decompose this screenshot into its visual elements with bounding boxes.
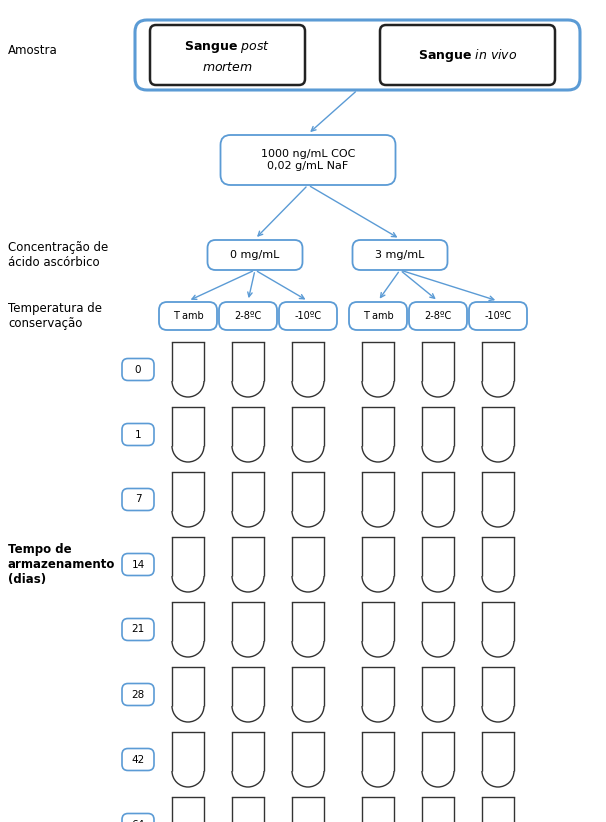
Text: $\mathbf{Sangue}$ $\mathbf{\mathit{in\ vivo}}$: $\mathbf{Sangue}$ $\mathbf{\mathit{in\ v… (418, 47, 517, 63)
Text: 42: 42 (132, 755, 145, 764)
FancyBboxPatch shape (122, 488, 154, 510)
FancyBboxPatch shape (469, 302, 527, 330)
Text: T amb: T amb (173, 311, 204, 321)
Text: 2-8ºC: 2-8ºC (424, 311, 451, 321)
FancyBboxPatch shape (380, 25, 555, 85)
Text: Temperatura de
conservação: Temperatura de conservação (8, 302, 102, 330)
FancyBboxPatch shape (221, 135, 396, 185)
Text: 3 mg/mL: 3 mg/mL (375, 250, 425, 260)
Text: Amostra: Amostra (8, 44, 58, 57)
FancyBboxPatch shape (122, 684, 154, 705)
FancyBboxPatch shape (207, 240, 302, 270)
FancyBboxPatch shape (122, 553, 154, 575)
Text: -10ºC: -10ºC (484, 311, 511, 321)
Text: -10ºC: -10ºC (295, 311, 322, 321)
Text: 0: 0 (135, 364, 141, 375)
FancyBboxPatch shape (122, 749, 154, 770)
FancyBboxPatch shape (409, 302, 467, 330)
FancyBboxPatch shape (349, 302, 407, 330)
Text: $\mathbf{Sangue}$ $\mathbf{\mathit{post}}$: $\mathbf{Sangue}$ $\mathbf{\mathit{post}… (184, 39, 270, 55)
Text: 64: 64 (132, 820, 145, 822)
Text: $\mathbf{\mathit{mortem}}$: $\mathbf{\mathit{mortem}}$ (202, 61, 253, 73)
FancyBboxPatch shape (122, 358, 154, 381)
Text: 7: 7 (135, 495, 141, 505)
FancyBboxPatch shape (159, 302, 217, 330)
Text: T amb: T amb (362, 311, 393, 321)
FancyBboxPatch shape (122, 814, 154, 822)
FancyBboxPatch shape (353, 240, 447, 270)
FancyBboxPatch shape (122, 423, 154, 446)
Text: 1: 1 (135, 430, 141, 440)
Text: 1000 ng/mL COC
0,02 g/mL NaF: 1000 ng/mL COC 0,02 g/mL NaF (261, 150, 355, 171)
FancyBboxPatch shape (135, 20, 580, 90)
FancyBboxPatch shape (150, 25, 305, 85)
FancyBboxPatch shape (279, 302, 337, 330)
FancyBboxPatch shape (219, 302, 277, 330)
Text: 14: 14 (132, 560, 145, 570)
FancyBboxPatch shape (122, 618, 154, 640)
Text: 0 mg/mL: 0 mg/mL (230, 250, 280, 260)
Text: Concentração de
ácido ascórbico: Concentração de ácido ascórbico (8, 241, 108, 269)
Text: 21: 21 (132, 625, 145, 635)
Text: 28: 28 (132, 690, 145, 700)
Text: Tempo de
armazenamento
(dias): Tempo de armazenamento (dias) (8, 543, 115, 586)
Text: 2-8ºC: 2-8ºC (235, 311, 262, 321)
